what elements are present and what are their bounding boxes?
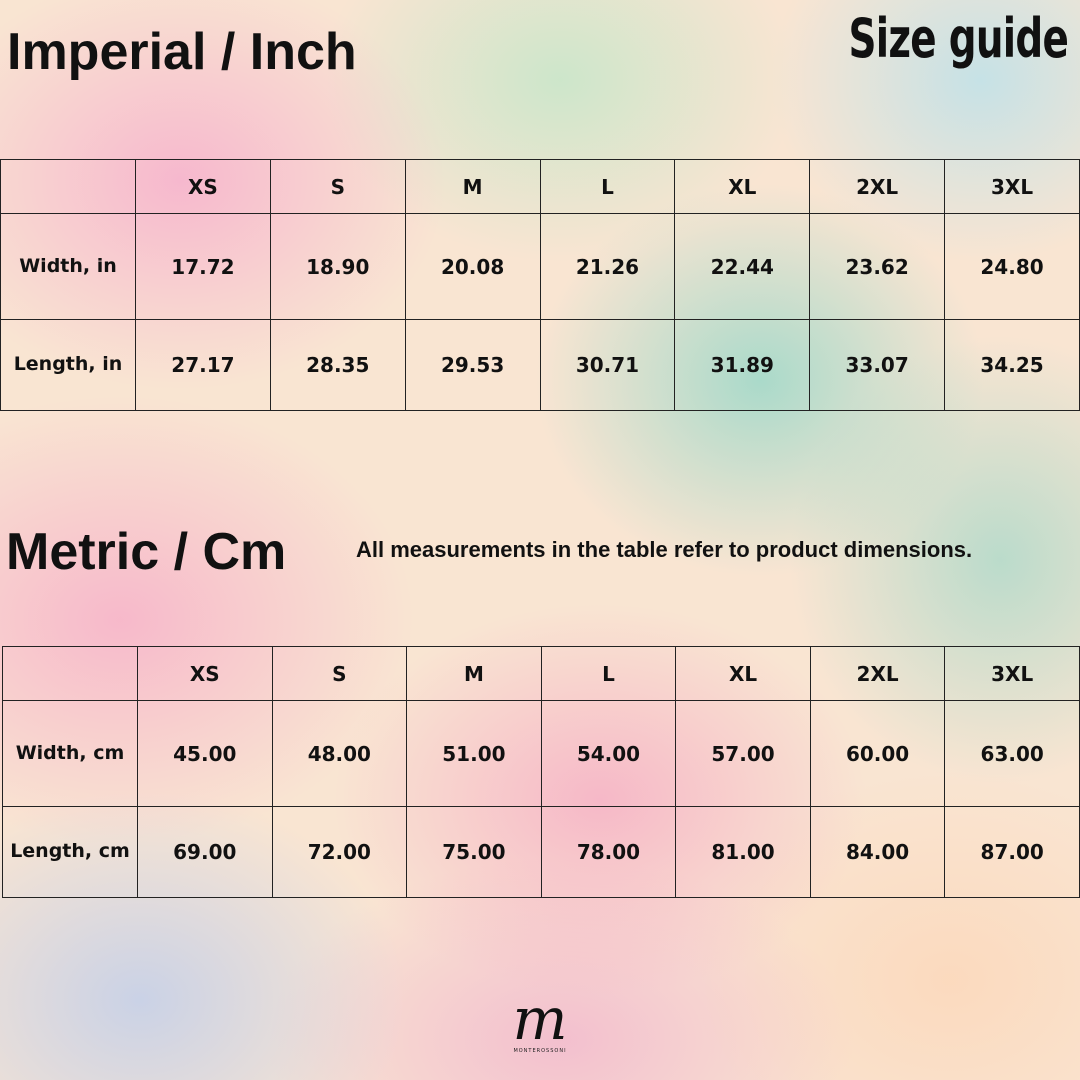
header-cell: 2XL — [809, 646, 946, 701]
table-cell: 57.00 — [675, 700, 811, 807]
header-cell: L — [540, 646, 677, 701]
table-cell: 18.90 — [269, 213, 406, 320]
table-row: Length, in 27.17 28.35 29.53 30.71 31.89… — [0, 319, 1080, 411]
header-cell: 3XL — [944, 159, 1080, 214]
table-cell: 31.89 — [674, 319, 811, 411]
table-header-row: XS S M L XL 2XL 3XL — [2, 646, 1080, 701]
table-cell: 24.80 — [944, 213, 1080, 320]
table-row: Width, in 17.72 18.90 20.08 21.26 22.44 … — [0, 213, 1080, 320]
table-cell: 22.44 — [674, 213, 811, 320]
table-cell: 17.72 — [135, 213, 271, 320]
table-cell: 48.00 — [271, 700, 408, 807]
header-cell: S — [269, 159, 406, 214]
metric-size-table: XS S M L XL 2XL 3XL Width, cm 45.00 48.0… — [2, 646, 1080, 898]
table-cell: 45.00 — [137, 700, 273, 807]
header-cell — [2, 646, 138, 701]
table-cell: 78.00 — [540, 806, 677, 898]
row-label: Width, in — [0, 213, 136, 320]
table-cell: 30.71 — [539, 319, 676, 411]
row-label: Width, cm — [2, 700, 138, 807]
table-cell: 81.00 — [675, 806, 811, 898]
header-cell: S — [271, 646, 408, 701]
table-cell: 34.25 — [944, 319, 1080, 411]
table-cell: 63.00 — [944, 700, 1080, 807]
table-header-row: XS S M L XL 2XL 3XL — [0, 159, 1080, 214]
header-cell — [0, 159, 136, 214]
header-cell: 3XL — [944, 646, 1080, 701]
table-cell: 75.00 — [406, 806, 542, 898]
size-guide-title: Size guide — [848, 7, 1068, 70]
imperial-size-table: XS S M L XL 2XL 3XL Width, in 17.72 18.9… — [0, 159, 1080, 411]
table-cell: 60.00 — [809, 700, 946, 807]
table-cell: 54.00 — [540, 700, 677, 807]
table-cell: 87.00 — [944, 806, 1080, 898]
logo-mark: m — [512, 985, 568, 1053]
table-row: Length, cm 69.00 72.00 75.00 78.00 81.00… — [2, 806, 1080, 898]
header-cell: M — [404, 159, 541, 214]
header-cell: 2XL — [809, 159, 946, 214]
table-cell: 51.00 — [406, 700, 542, 807]
table-cell: 29.53 — [404, 319, 541, 411]
imperial-heading: Imperial / Inch — [7, 23, 357, 81]
header-cell: XL — [674, 159, 811, 214]
table-cell: 84.00 — [809, 806, 946, 898]
header-cell: XL — [675, 646, 811, 701]
header-cell: XS — [137, 646, 273, 701]
table-row: Width, cm 45.00 48.00 51.00 54.00 57.00 … — [2, 700, 1080, 807]
header-cell: XS — [135, 159, 271, 214]
table-cell: 72.00 — [271, 806, 408, 898]
table-cell: 27.17 — [135, 319, 271, 411]
table-cell: 23.62 — [809, 213, 946, 320]
table-cell: 33.07 — [809, 319, 946, 411]
table-cell: 69.00 — [137, 806, 273, 898]
table-cell: 20.08 — [404, 213, 541, 320]
logo-text: MONTEROSSONI — [513, 1048, 567, 1054]
header-cell: L — [539, 159, 676, 214]
table-cell: 28.35 — [269, 319, 406, 411]
row-label: Length, in — [0, 319, 136, 411]
measurement-note: All measurements in the table refer to p… — [356, 537, 973, 562]
brand-logo: m MONTEROSSONI — [490, 990, 590, 1060]
metric-heading: Metric / Cm — [6, 523, 287, 581]
table-cell: 21.26 — [539, 213, 676, 320]
header-cell: M — [406, 646, 542, 701]
row-label: Length, cm — [2, 806, 138, 898]
